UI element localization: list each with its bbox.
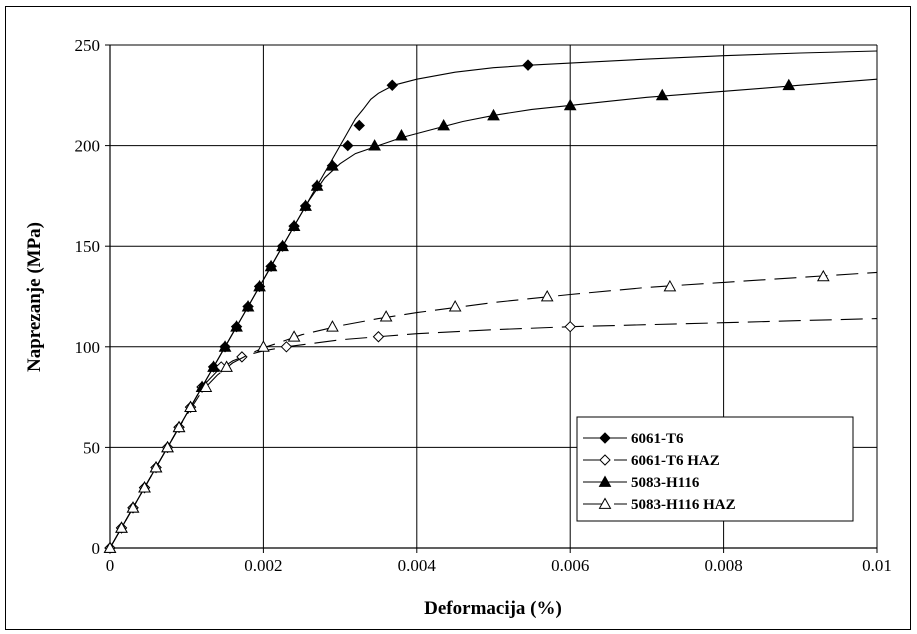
data-point-5083-h116-haz <box>257 340 270 352</box>
y-tick-labels: 0 50 100 150 200 250 <box>75 36 110 558</box>
data-point-5083-h116-haz <box>199 380 213 392</box>
data-point-5083-h116-haz <box>287 330 301 342</box>
data-point-5083-h116 <box>264 259 278 272</box>
data-point-5083-h116 <box>218 340 232 352</box>
x-tick-label: 0 <box>106 556 115 575</box>
data-point-5083-h116-haz <box>184 400 197 413</box>
data-point-5083-h116 <box>487 108 500 121</box>
data-point-5083-h116-haz <box>115 521 128 533</box>
legend-marker-5083-h116 <box>598 475 612 487</box>
data-point-6061-t6-haz <box>564 320 576 333</box>
data-point-5083-h116-haz <box>126 501 140 513</box>
data-point-5083-h116 <box>310 179 324 191</box>
data-point-6061-t6 <box>522 59 534 71</box>
data-point-5083-h116-haz <box>161 440 174 453</box>
data-point-5083-h116 <box>655 88 669 101</box>
data-point-6061-t6-haz <box>280 341 293 353</box>
legend-label: 6061-T6 <box>631 431 684 447</box>
x-tick-label: 0.002 <box>244 556 282 575</box>
y-tick-label: 0 <box>92 539 101 558</box>
x-tick-label: 0.01 <box>862 556 892 575</box>
data-point-6061-t6-haz <box>372 331 385 343</box>
data-point-5083-h116-haz <box>816 269 830 282</box>
data-point-5083-h116-haz <box>379 310 393 322</box>
data-point-6061-t6 <box>353 119 365 132</box>
series-line-6061-t6-haz <box>109 318 878 549</box>
data-point-5083-h116 <box>207 360 220 372</box>
legend-label: 5083-H116 HAZ <box>631 497 736 513</box>
y-tick-label: 150 <box>75 237 101 256</box>
data-point-6061-t6 <box>342 139 354 152</box>
legend-marker-5083-h116-haz <box>598 497 612 509</box>
legend-label: 5083-H116 <box>631 475 700 491</box>
legend-marker-6061-t6-haz <box>599 454 611 466</box>
data-point-5083-h116 <box>241 300 255 312</box>
data-point-5083-h116 <box>437 118 450 131</box>
data-point-5083-h116 <box>276 239 289 252</box>
data-point-5083-h116-haz <box>326 320 339 332</box>
x-tick-labels: 0 0.002 0.004 0.006 0.008 0.01 <box>106 548 892 575</box>
data-point-5083-h116-haz <box>663 279 677 292</box>
legend-marker-6061-t6 <box>599 432 611 444</box>
data-point-5083-h116-haz <box>138 481 151 493</box>
data-point-5083-h116 <box>368 139 381 151</box>
y-tick-label: 50 <box>83 438 100 457</box>
data-point-5083-h116-haz <box>448 300 462 312</box>
x-tick-label: 0.004 <box>398 556 437 575</box>
chart-frame <box>5 6 911 630</box>
x-tick-label: 0.008 <box>704 556 742 575</box>
series-group <box>103 50 878 554</box>
data-point-5083-h116 <box>287 219 301 231</box>
data-point-5083-h116-haz <box>103 541 117 553</box>
data-point-5083-h116-haz <box>540 289 554 302</box>
data-point-5083-h116 <box>395 129 408 141</box>
data-point-6061-t6 <box>386 79 398 91</box>
data-point-5083-h116 <box>230 320 243 332</box>
y-axis-title: Naprezanje (MPa) <box>24 222 45 372</box>
y-tick-label: 200 <box>75 137 101 156</box>
data-point-5083-h116 <box>563 98 577 111</box>
y-tick-label: 100 <box>75 338 101 357</box>
data-point-5083-h116-haz <box>172 420 186 433</box>
series-5083-h116-haz <box>103 269 878 553</box>
data-point-5083-h116 <box>326 159 339 171</box>
data-point-5083-h116-haz <box>149 460 163 473</box>
legend: 6061-T6 6061-T6 HAZ 5083-H116 5083-H116 HAZ <box>576 416 854 522</box>
x-axis-title: Deformacija (%) <box>424 598 562 619</box>
legend-label: 6061-T6 HAZ <box>631 453 720 469</box>
data-point-5083-h116 <box>299 199 312 211</box>
data-point-5083-h116 <box>782 78 796 91</box>
data-point-5083-h116 <box>253 279 266 292</box>
y-tick-label: 250 <box>75 36 101 55</box>
x-tick-label: 0.006 <box>551 556 589 575</box>
data-point-5083-h116-haz <box>220 360 233 372</box>
